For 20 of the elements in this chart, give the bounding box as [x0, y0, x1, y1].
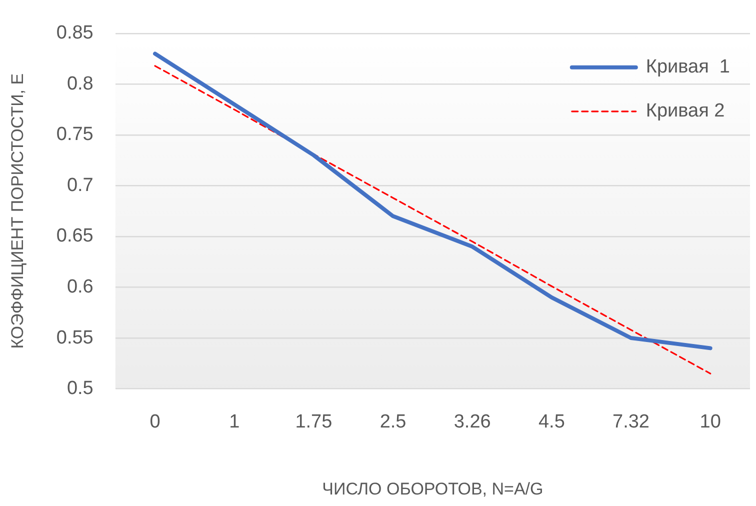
- y-tick-label: 0.5: [66, 378, 94, 400]
- y-tick-label: 0.8: [66, 73, 94, 94]
- x-tick-label: 2.5: [380, 411, 406, 432]
- y-tick-label: 0.7: [66, 174, 94, 196]
- x-tick-label: 10: [700, 411, 721, 432]
- x-tick-label: 1: [229, 411, 240, 432]
- y-axis-title: КОЭФФИЦИЕНТ ПОРИСТОСТИ, E: [8, 73, 27, 349]
- y-tick-label: 0.65: [56, 226, 94, 247]
- x-tick-label: 3.26: [454, 411, 491, 432]
- y-tick-label: 0.75: [56, 124, 94, 146]
- y-tick-label: 0.85: [56, 22, 94, 44]
- x-axis-title: ЧИСЛО ОБОРОТОВ, N=A/G: [322, 479, 544, 498]
- legend-label: Кривая 2: [646, 100, 725, 122]
- x-tick-label: 0: [150, 411, 160, 432]
- x-tick-label: 1.75: [295, 411, 332, 432]
- y-tick-label: 0.55: [56, 327, 94, 348]
- y-tick-label: 0.6: [66, 276, 94, 298]
- legend-label: Кривая 1: [646, 56, 730, 78]
- x-tick-label: 4.5: [538, 411, 565, 432]
- x-tick-label: 7.32: [612, 411, 650, 432]
